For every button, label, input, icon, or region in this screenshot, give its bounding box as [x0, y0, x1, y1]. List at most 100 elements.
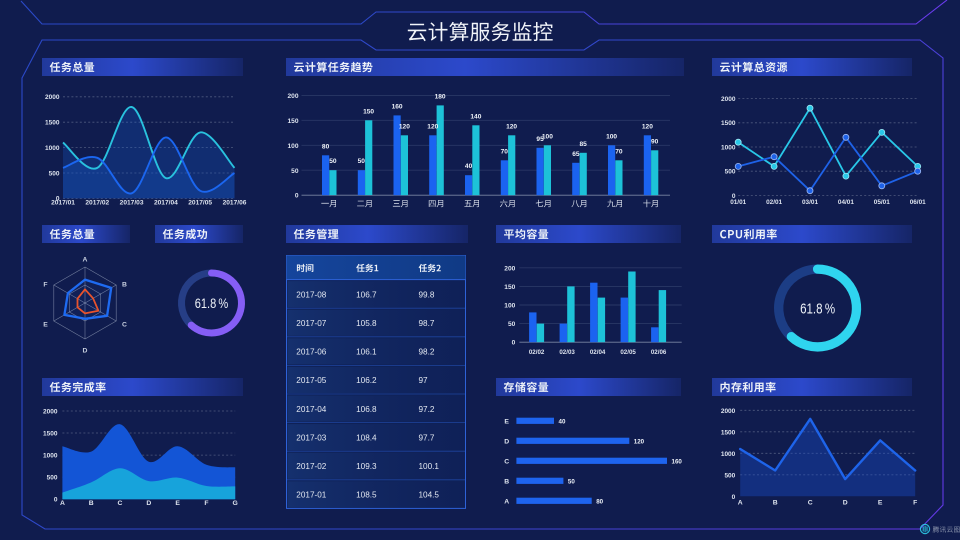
svg-text:2017-02: 2017-02 — [296, 462, 326, 471]
svg-text:2017-04: 2017-04 — [296, 405, 326, 414]
svg-text:104.5: 104.5 — [419, 491, 440, 500]
svg-text:61.8 %: 61.8 % — [800, 302, 835, 318]
svg-text:70: 70 — [615, 148, 623, 155]
svg-text:02/06: 02/06 — [651, 349, 667, 356]
svg-text:98.2: 98.2 — [419, 348, 435, 357]
svg-text:98.7: 98.7 — [419, 319, 435, 328]
svg-text:105.8: 105.8 — [356, 319, 377, 328]
svg-text:03/01: 03/01 — [802, 199, 818, 206]
svg-text:F: F — [913, 500, 917, 507]
svg-text:A: A — [738, 500, 743, 507]
svg-text:A: A — [83, 257, 88, 264]
svg-text:500: 500 — [47, 475, 58, 482]
svg-text:95: 95 — [536, 136, 544, 143]
svg-text:106.2: 106.2 — [356, 376, 377, 385]
svg-text:1500: 1500 — [43, 431, 58, 438]
svg-text:108.5: 108.5 — [356, 491, 377, 500]
svg-text:120: 120 — [427, 123, 438, 130]
svg-text:G: G — [233, 500, 238, 507]
svg-text:2000: 2000 — [721, 96, 736, 103]
svg-text:100.1: 100.1 — [419, 462, 440, 471]
svg-text:2000: 2000 — [43, 409, 58, 416]
svg-text:108.4: 108.4 — [356, 433, 377, 442]
svg-text:D: D — [146, 500, 151, 507]
svg-text:2017-05: 2017-05 — [296, 376, 326, 385]
svg-text:1500: 1500 — [721, 429, 736, 436]
svg-text:50: 50 — [568, 478, 575, 485]
svg-text:106.1: 106.1 — [356, 348, 377, 357]
svg-text:40: 40 — [559, 418, 566, 425]
svg-text:109.3: 109.3 — [356, 462, 377, 471]
svg-text:120: 120 — [506, 123, 517, 130]
svg-text:C: C — [122, 322, 127, 329]
svg-text:50: 50 — [291, 168, 299, 175]
svg-text:1000: 1000 — [45, 145, 60, 152]
svg-text:C: C — [808, 500, 813, 507]
svg-text:2017-03: 2017-03 — [296, 433, 326, 442]
svg-text:97.7: 97.7 — [419, 433, 435, 442]
svg-text:160: 160 — [672, 458, 683, 465]
svg-text:C: C — [118, 500, 123, 507]
svg-text:106.8: 106.8 — [356, 405, 377, 414]
svg-text:02/04: 02/04 — [590, 349, 606, 356]
svg-text:80: 80 — [596, 498, 603, 505]
svg-text:D: D — [843, 500, 848, 507]
svg-text:61.8 %: 61.8 % — [195, 296, 229, 312]
svg-text:F: F — [43, 282, 47, 289]
svg-text:2017-07: 2017-07 — [296, 319, 326, 328]
svg-text:200: 200 — [287, 93, 298, 100]
svg-text:A: A — [60, 500, 65, 507]
svg-text:40: 40 — [465, 163, 473, 170]
svg-text:500: 500 — [49, 170, 60, 177]
svg-text:0: 0 — [732, 193, 736, 200]
svg-text:2017/02: 2017/02 — [85, 199, 109, 206]
svg-text:2017-08: 2017-08 — [296, 290, 326, 299]
svg-text:97.2: 97.2 — [419, 405, 435, 414]
svg-text:0: 0 — [54, 497, 58, 504]
svg-text:1000: 1000 — [43, 453, 58, 460]
svg-text:180: 180 — [435, 93, 446, 100]
svg-text:04/01: 04/01 — [838, 199, 854, 206]
svg-text:1500: 1500 — [45, 120, 60, 127]
svg-text:120: 120 — [642, 123, 653, 130]
svg-text:F: F — [204, 500, 208, 507]
svg-text:02/01: 02/01 — [766, 199, 782, 206]
svg-text:0: 0 — [56, 196, 60, 203]
svg-text:02/05: 02/05 — [620, 349, 636, 356]
svg-text:02/02: 02/02 — [529, 349, 545, 356]
svg-text:150: 150 — [363, 108, 374, 115]
svg-text:01/01: 01/01 — [730, 199, 746, 206]
svg-text:50: 50 — [508, 321, 516, 328]
svg-text:05/01: 05/01 — [874, 199, 890, 206]
svg-text:1000: 1000 — [721, 451, 736, 458]
svg-text:2000: 2000 — [721, 408, 736, 415]
svg-text:100: 100 — [542, 133, 553, 140]
svg-text:150: 150 — [287, 118, 298, 125]
svg-text:E: E — [43, 322, 48, 329]
svg-text:E: E — [504, 418, 509, 425]
svg-text:70: 70 — [501, 148, 509, 155]
svg-text:2017/06: 2017/06 — [223, 199, 247, 206]
svg-text:C: C — [504, 458, 509, 465]
svg-text:2017-06: 2017-06 — [296, 348, 326, 357]
svg-text:2000: 2000 — [45, 94, 60, 101]
svg-text:50: 50 — [329, 158, 337, 165]
svg-text:100: 100 — [606, 133, 617, 140]
svg-text:A: A — [504, 498, 509, 505]
svg-text:150: 150 — [504, 284, 515, 291]
svg-text:0: 0 — [732, 494, 736, 501]
svg-text:2017/04: 2017/04 — [154, 199, 178, 206]
svg-text:500: 500 — [725, 169, 736, 176]
svg-text:99.8: 99.8 — [419, 290, 435, 299]
svg-text:80: 80 — [322, 143, 330, 150]
svg-text:E: E — [878, 500, 883, 507]
svg-text:85: 85 — [580, 141, 588, 148]
svg-text:100: 100 — [504, 303, 515, 310]
svg-text:06/01: 06/01 — [910, 199, 926, 206]
svg-text:2017/03: 2017/03 — [120, 199, 144, 206]
svg-text:65: 65 — [572, 151, 580, 158]
svg-text:120: 120 — [399, 123, 410, 130]
svg-text:90: 90 — [651, 138, 659, 145]
svg-text:1000: 1000 — [721, 144, 736, 151]
svg-text:500: 500 — [724, 472, 735, 479]
